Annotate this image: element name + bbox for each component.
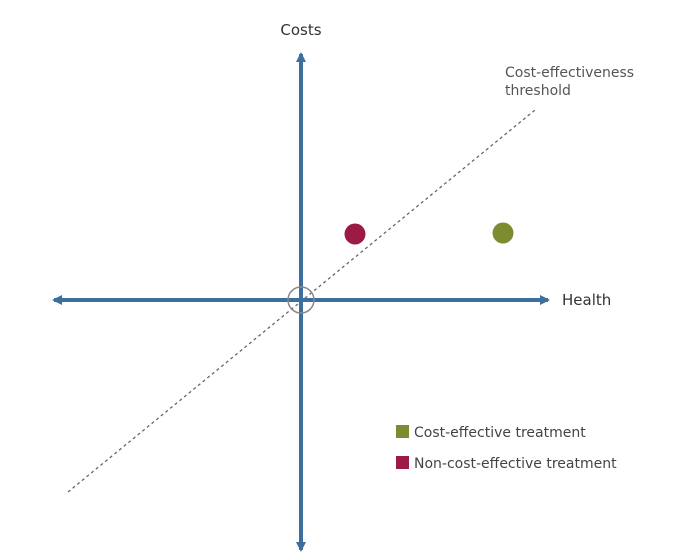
legend: Cost-effective treatment Non-cost-effect…: [396, 425, 617, 472]
y-axis-label: Costs: [280, 21, 321, 39]
threshold-label-line2: threshold: [505, 83, 571, 99]
legend-swatch-cost-effective: [396, 425, 409, 438]
x-axis-label: Health: [562, 291, 611, 309]
legend-swatch-non-cost-effective: [396, 456, 409, 469]
origin-marker: [287, 286, 315, 314]
threshold-label-line1: Cost-effectiveness: [505, 65, 634, 81]
legend-label-non-cost-effective: Non-cost-effective treatment: [414, 456, 617, 472]
cost-effective-point: [492, 222, 514, 244]
non-cost-effective-point: [344, 223, 366, 245]
legend-label-cost-effective: Cost-effective treatment: [414, 425, 586, 441]
